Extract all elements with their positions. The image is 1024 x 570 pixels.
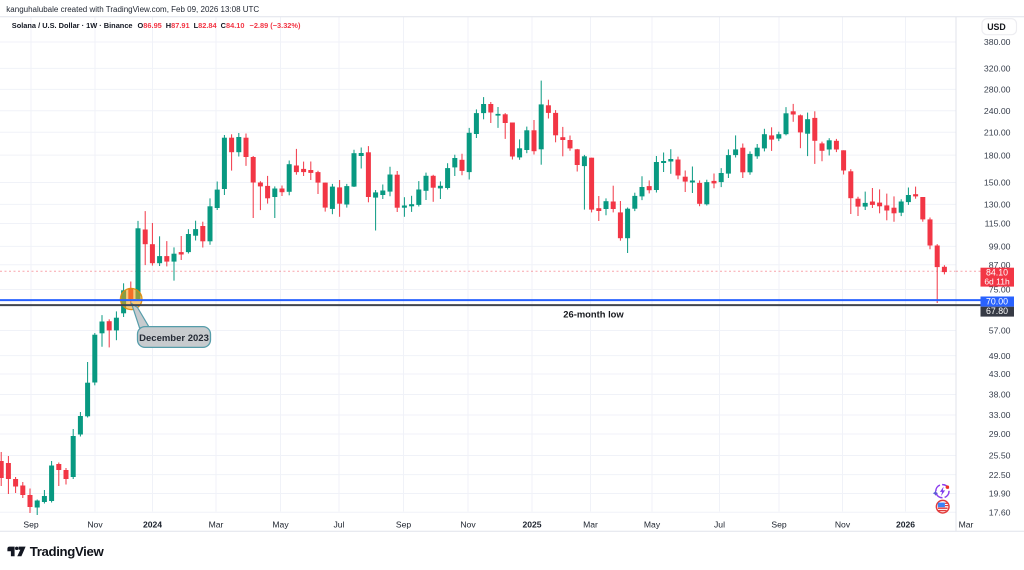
svg-text:Nov: Nov bbox=[835, 519, 851, 529]
svg-text:Sep: Sep bbox=[771, 519, 787, 529]
svg-text:Sep: Sep bbox=[23, 519, 39, 529]
svg-text:19.90: 19.90 bbox=[989, 489, 1011, 499]
svg-text:115.00: 115.00 bbox=[985, 219, 1011, 229]
svg-text:May: May bbox=[644, 519, 661, 529]
svg-text:Mar: Mar bbox=[959, 519, 974, 529]
svg-text:280.00: 280.00 bbox=[984, 85, 1011, 95]
svg-text:Mar: Mar bbox=[209, 519, 224, 529]
svg-text:USD: USD bbox=[987, 22, 1006, 32]
svg-text:67.80: 67.80 bbox=[986, 306, 1008, 316]
svg-text:TradingView: TradingView bbox=[30, 544, 105, 559]
svg-text:38.00: 38.00 bbox=[989, 390, 1011, 400]
svg-text:180.00: 180.00 bbox=[984, 150, 1011, 160]
svg-text:240.00: 240.00 bbox=[984, 106, 1011, 116]
svg-text:Mar: Mar bbox=[583, 519, 598, 529]
svg-text:December 2023: December 2023 bbox=[139, 333, 209, 344]
svg-text:2026: 2026 bbox=[896, 519, 915, 529]
svg-text:2025: 2025 bbox=[522, 519, 541, 529]
svg-text:22.50: 22.50 bbox=[989, 470, 1011, 480]
svg-text:Jul: Jul bbox=[334, 519, 345, 529]
svg-text:kanguhalubale created with Tra: kanguhalubale created with TradingView.c… bbox=[6, 5, 259, 14]
svg-text:Nov: Nov bbox=[87, 519, 103, 529]
svg-text:6d 11h: 6d 11h bbox=[984, 277, 1010, 287]
svg-text:210.00: 210.00 bbox=[984, 128, 1011, 138]
svg-text:Sep: Sep bbox=[396, 519, 412, 529]
svg-text:33.00: 33.00 bbox=[989, 410, 1011, 420]
svg-text:49.00: 49.00 bbox=[989, 351, 1011, 361]
svg-text:130.00: 130.00 bbox=[984, 200, 1011, 210]
svg-text:29.00: 29.00 bbox=[989, 429, 1011, 439]
svg-text:Solana / U.S. Dollar · 1W · Bi: Solana / U.S. Dollar · 1W · Binance O86.9… bbox=[12, 21, 301, 30]
svg-text:87.00: 87.00 bbox=[989, 260, 1011, 270]
svg-text:84.10: 84.10 bbox=[986, 267, 1008, 277]
svg-text:150.00: 150.00 bbox=[984, 178, 1011, 188]
svg-text:70.00: 70.00 bbox=[986, 296, 1008, 306]
svg-text:320.00: 320.00 bbox=[984, 64, 1011, 74]
svg-text:2024: 2024 bbox=[143, 519, 162, 529]
svg-text:17.60: 17.60 bbox=[989, 507, 1011, 517]
svg-text:380.00: 380.00 bbox=[984, 37, 1011, 47]
svg-text:43.00: 43.00 bbox=[989, 369, 1011, 379]
svg-text:May: May bbox=[272, 519, 289, 529]
svg-text:Jul: Jul bbox=[714, 519, 725, 529]
svg-text:25.50: 25.50 bbox=[989, 451, 1011, 461]
svg-text:99.00: 99.00 bbox=[989, 242, 1011, 252]
svg-text:26-month low: 26-month low bbox=[563, 308, 624, 319]
svg-text:57.00: 57.00 bbox=[989, 326, 1011, 336]
svg-text:75.00: 75.00 bbox=[989, 285, 1011, 295]
svg-text:Nov: Nov bbox=[460, 519, 476, 529]
